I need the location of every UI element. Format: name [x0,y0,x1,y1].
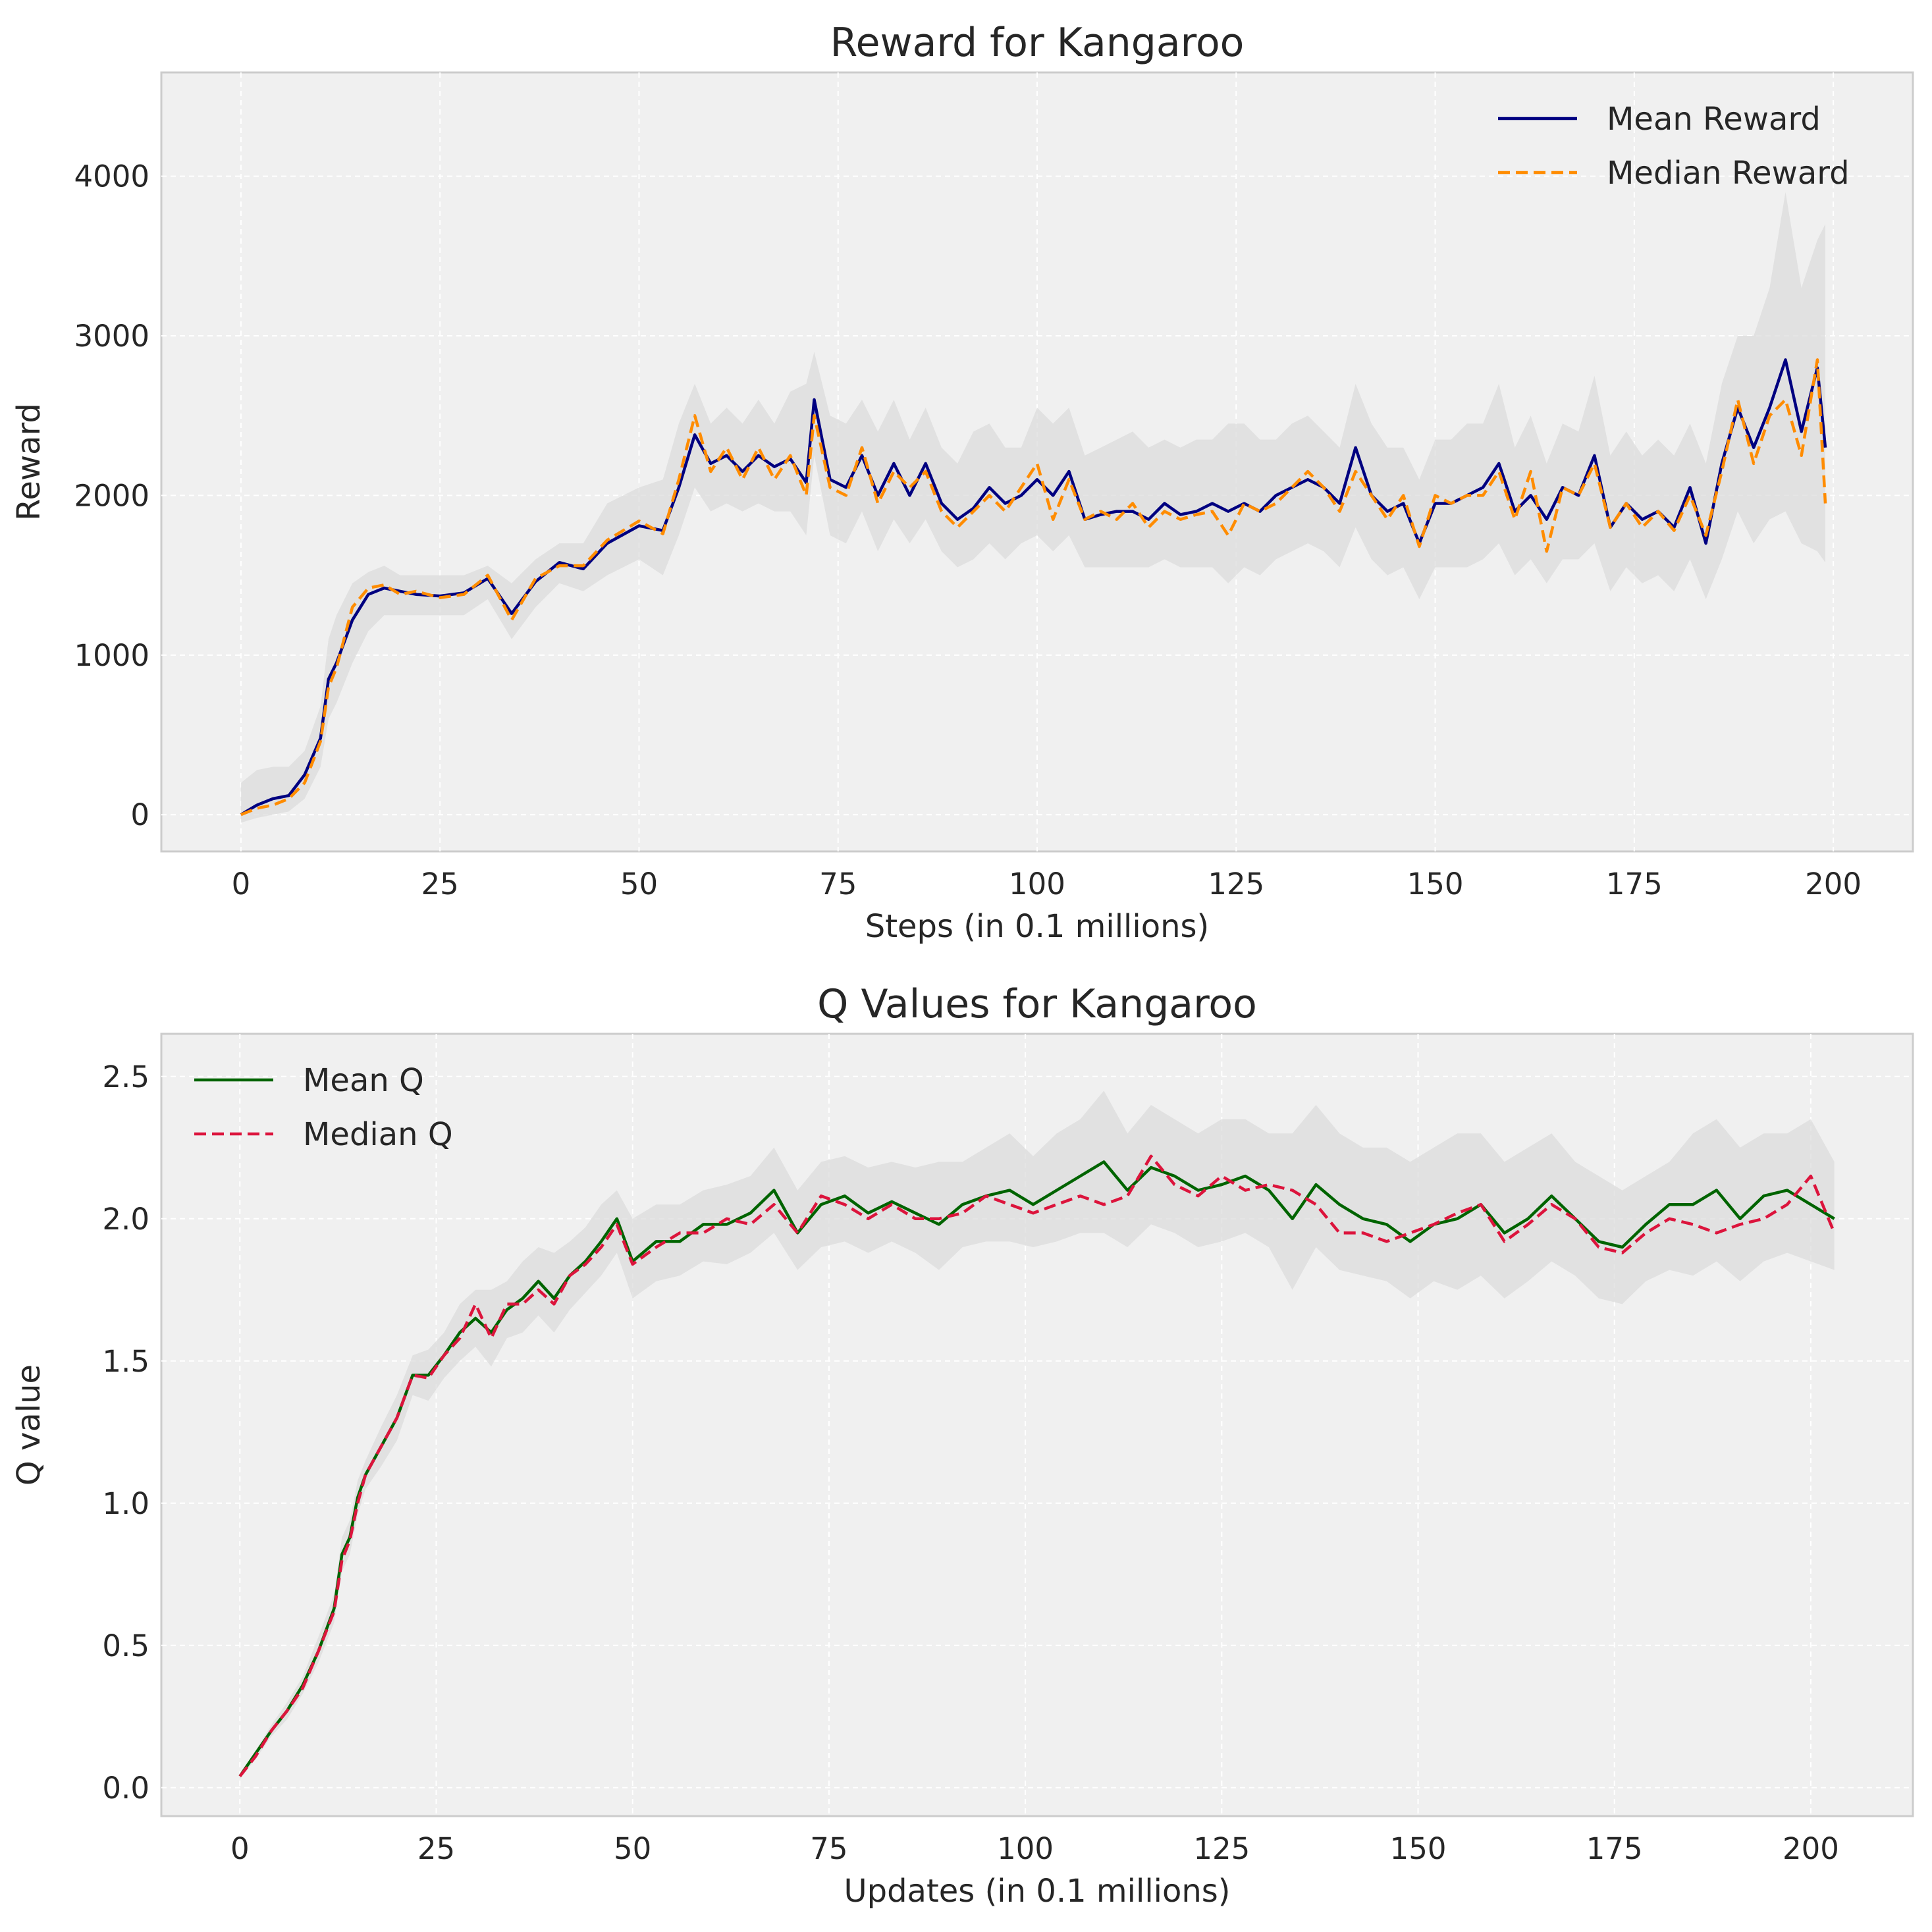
legend-label-median-reward: Median Reward [1607,155,1850,192]
x-tick-label: 175 [1606,867,1663,901]
series-line-mean-reward [240,358,1827,817]
y-tick-label: 2.5 [102,1060,149,1094]
reward-x-axis-label: Steps (in 0.1 millions) [865,908,1210,945]
x-tick-label: 200 [1783,1831,1839,1866]
y-tick-label: 1.0 [102,1486,149,1521]
x-tick-label: 125 [1208,867,1264,901]
x-tick-label: 0 [232,867,251,901]
x-tick-label: 75 [810,1831,847,1866]
range-band-area [240,1090,1835,1779]
q-y-axis-label: Q value [11,1364,47,1486]
reward-legend: Mean Reward Median Reward [1498,101,1850,192]
x-tick-label: 125 [1193,1831,1250,1866]
range-band-area [240,192,1826,823]
series-line-median-q [238,1154,1836,1777]
reward-y-axis-label: Reward [11,403,47,521]
y-tick-label: 1.5 [102,1344,149,1379]
y-tick-label: 4000 [74,159,149,194]
reward-series-lines [240,358,1827,817]
x-tick-label: 25 [417,1831,455,1866]
x-tick-label: 50 [620,867,658,901]
y-tick-label: 0 [130,797,149,832]
x-tick-label: 175 [1586,1831,1643,1866]
y-tick-label: 2.0 [102,1202,149,1237]
legend-label-mean-reward: Mean Reward [1607,101,1821,138]
q-values-chart: 0 25 50 75 100 125 150 175 200 0.0 0.5 1.0 1.5 2.0 2.5… [11,981,1914,1910]
y-tick-label: 3000 [74,319,149,354]
y-tick-label: 0.0 [102,1771,149,1806]
q-series-lines [238,1154,1836,1777]
x-tick-label: 75 [819,867,857,901]
y-tick-label: 2000 [74,478,149,513]
y-tick-label: 0.5 [102,1628,149,1663]
q-legend: Mean Q Median Q [194,1062,453,1153]
legend-label-mean-q: Mean Q [303,1062,424,1099]
q-range-band [240,1090,1835,1779]
x-tick-label: 150 [1407,867,1464,901]
q-ticks: 0 25 50 75 100 125 150 175 200 0.0 0.5 1.0 1.5 2.0 2.5 [102,1060,1838,1866]
series-line-mean-q [238,1160,1835,1777]
x-tick-label: 100 [997,1831,1054,1866]
x-tick-label: 100 [1009,867,1065,901]
q-x-axis-label: Updates (in 0.1 millions) [844,1873,1230,1910]
q-chart-title: Q Values for Kangaroo [817,981,1257,1027]
reward-range-band [240,192,1826,823]
reward-chart-title: Reward for Kangaroo [830,20,1245,66]
reward-chart: 0 25 50 75 100 125 150 175 20001000200030004000 … [11,20,1914,945]
x-tick-label: 0 [230,1831,250,1866]
x-tick-label: 25 [421,867,459,901]
x-tick-label: 150 [1390,1831,1447,1866]
legend-label-median-q: Median Q [303,1116,453,1153]
x-tick-label: 200 [1805,867,1862,901]
y-tick-label: 1000 [74,638,149,673]
series-line-median-reward [240,358,1827,817]
x-tick-label: 50 [614,1831,651,1866]
